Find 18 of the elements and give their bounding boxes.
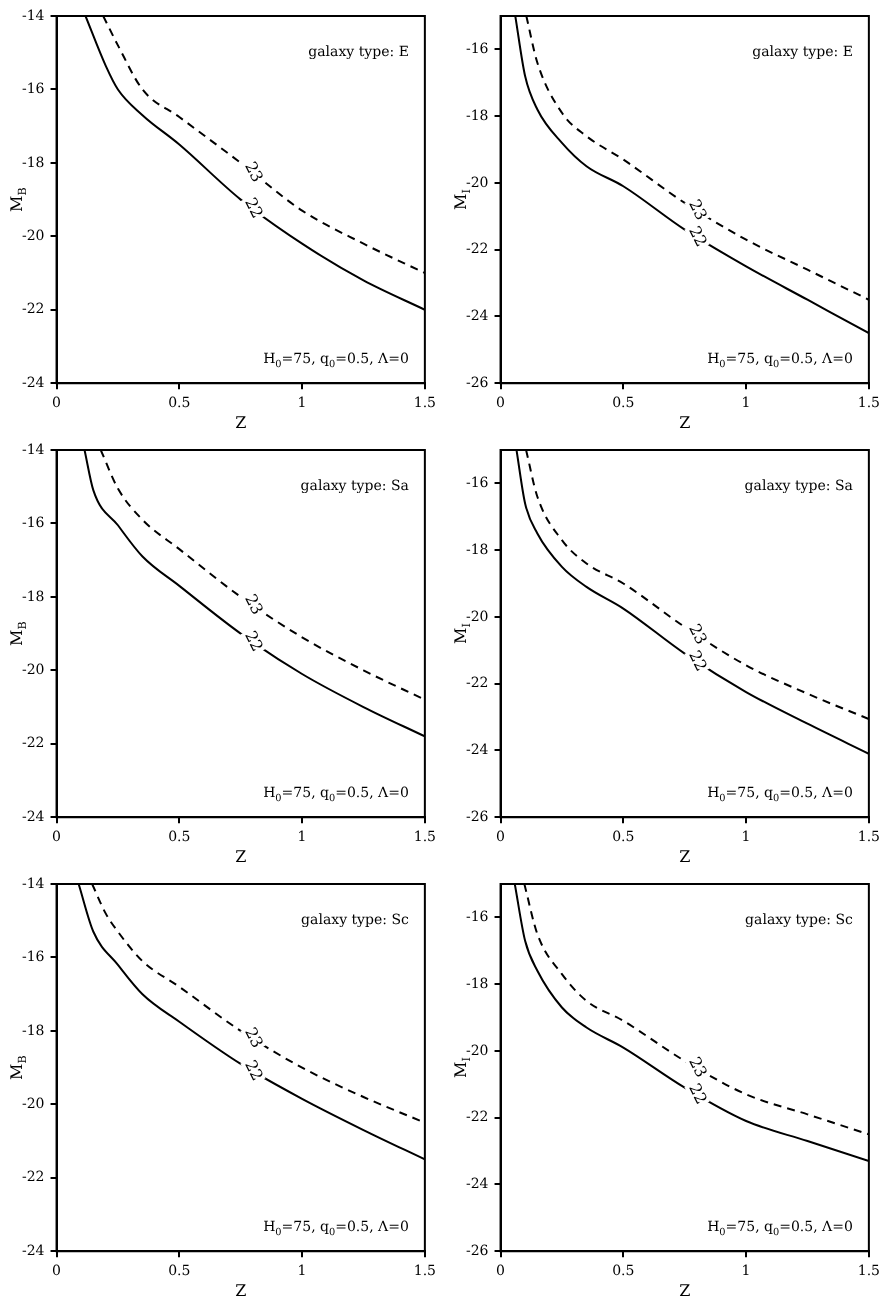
text: 23 xyxy=(241,158,267,186)
text: 22 xyxy=(685,1080,711,1108)
text: 22 xyxy=(241,194,267,222)
text: 23 xyxy=(685,621,711,648)
text: 22 xyxy=(241,628,267,655)
text: 23 xyxy=(241,1024,267,1051)
text: 22 xyxy=(685,223,711,250)
x-axis-title: Z xyxy=(679,414,692,432)
x-axis-title: Z xyxy=(679,848,692,866)
x-axis-title: Z xyxy=(235,1282,248,1300)
text: 23 xyxy=(685,1054,711,1081)
x-axis-title: Z xyxy=(235,848,248,866)
text: 22 xyxy=(241,1057,267,1084)
x-axis-title: Z xyxy=(235,414,248,432)
text: 23 xyxy=(685,196,711,224)
text: 22 xyxy=(685,647,711,675)
x-axis-title: Z xyxy=(679,1282,692,1300)
text: 23 xyxy=(241,591,267,618)
